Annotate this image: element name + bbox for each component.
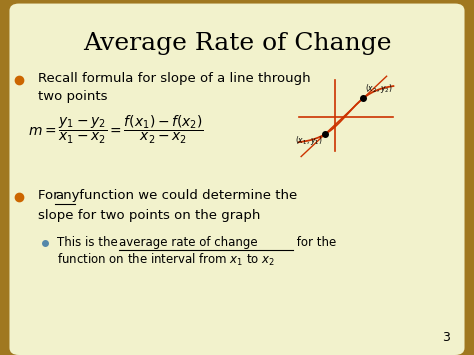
Text: function on the interval from $x_1$ to $x_2$: function on the interval from $x_1$ to $… (57, 252, 275, 268)
Text: For: For (38, 190, 63, 202)
Text: $m = \dfrac{y_1 - y_2}{x_1 - x_2} = \dfrac{f(x_1) - f(x_2)}{x_2 - x_2}$: $m = \dfrac{y_1 - y_2}{x_1 - x_2} = \dfr… (28, 114, 204, 146)
Text: any: any (55, 190, 80, 202)
Text: for the: for the (293, 236, 336, 248)
Text: two points: two points (38, 90, 108, 103)
Text: average rate of change: average rate of change (119, 236, 258, 248)
Text: This is the: This is the (57, 236, 121, 248)
Text: Average Rate of Change: Average Rate of Change (83, 32, 391, 55)
Text: slope for two points on the graph: slope for two points on the graph (38, 209, 260, 222)
Text: $(x_2, y_2)$: $(x_2, y_2)$ (365, 82, 393, 95)
Text: function we could determine the: function we could determine the (75, 190, 298, 202)
Text: Recall formula for slope of a line through: Recall formula for slope of a line throu… (38, 72, 310, 85)
Text: 3: 3 (442, 331, 450, 344)
Text: $(x_1, y_1)$: $(x_1, y_1)$ (295, 134, 322, 147)
